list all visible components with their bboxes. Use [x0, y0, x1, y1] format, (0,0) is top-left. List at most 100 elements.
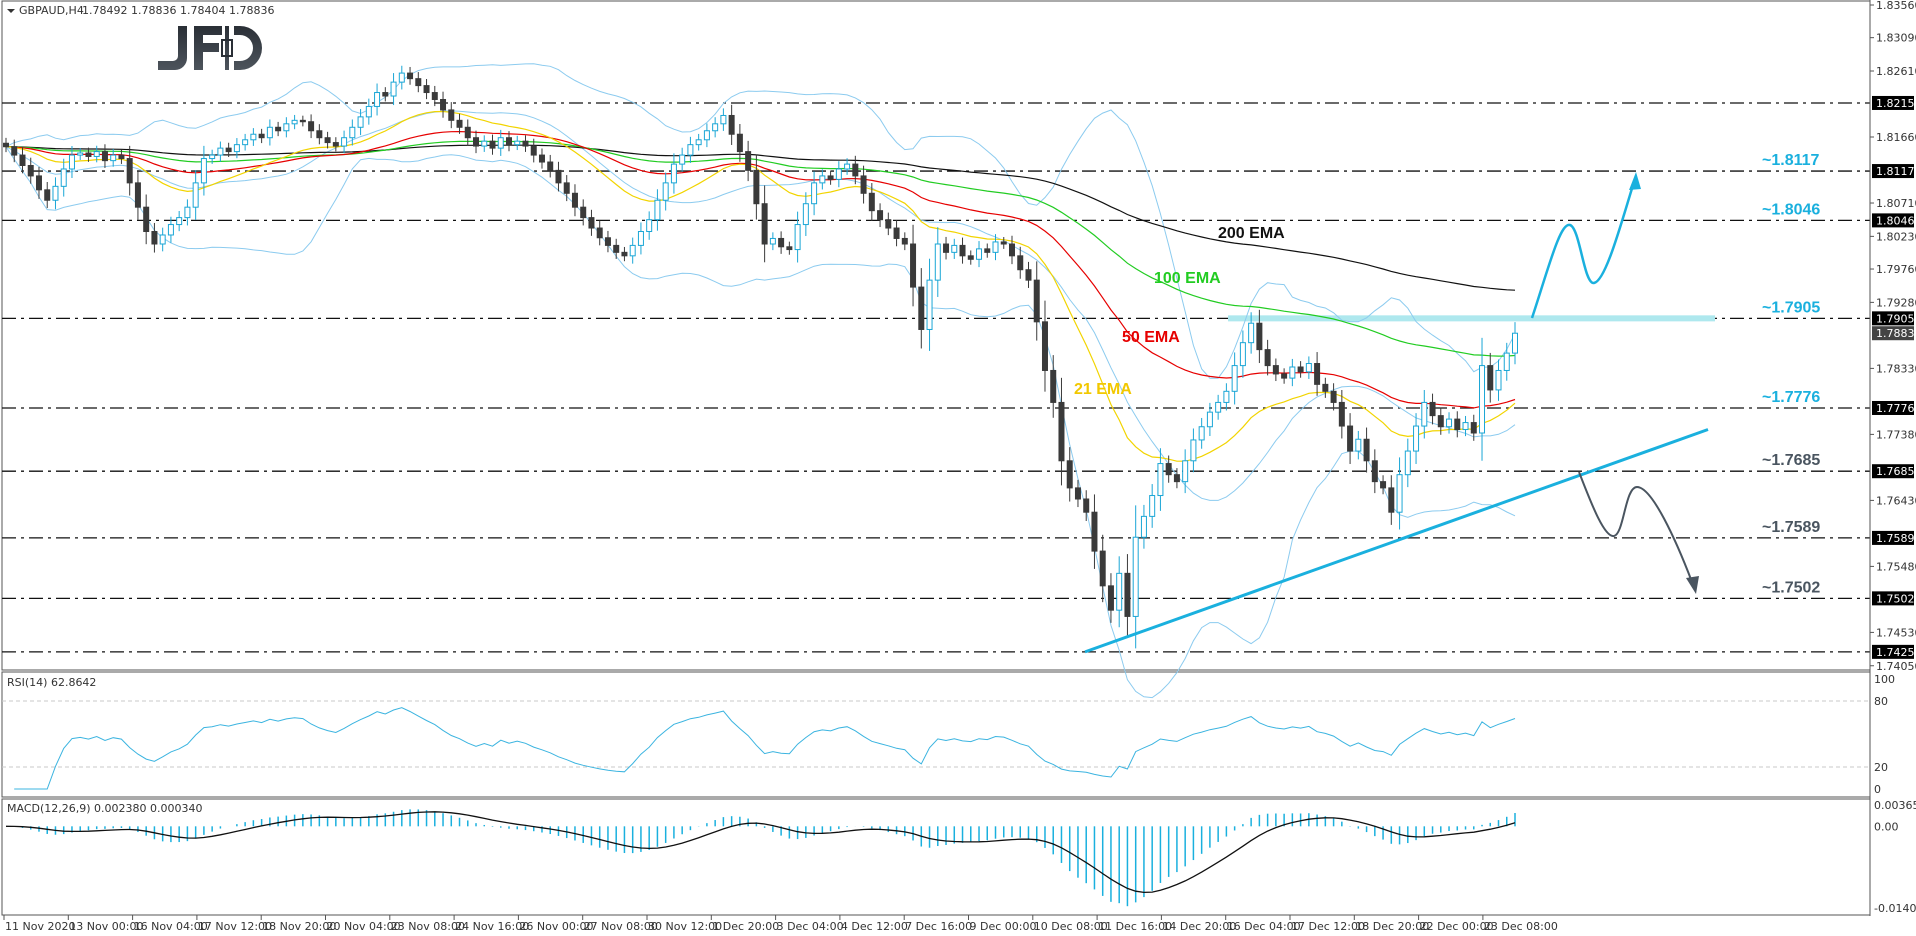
collapse-triangle-icon[interactable] — [7, 9, 15, 13]
bearish-candle — [1297, 361, 1304, 378]
bullish-candle — [167, 216, 174, 243]
candle-body — [522, 140, 529, 147]
candle-body — [110, 154, 117, 162]
macd-label: MACD(12,26,9) 0.002380 0.000340 — [7, 802, 203, 815]
candle-body — [324, 137, 331, 144]
bearish-candle — [382, 87, 389, 102]
candle-body — [992, 241, 999, 253]
level-price-label: 1.81170 — [1876, 165, 1916, 178]
candle-body — [1355, 438, 1362, 452]
bearish-candle — [456, 113, 463, 134]
candle-body — [11, 146, 18, 156]
candle-body — [1363, 438, 1370, 462]
horizontal-levels — [2, 102, 1870, 653]
level-price-box — [1872, 400, 1914, 415]
level-label: ~1.7589 — [1762, 519, 1820, 536]
candle-body — [225, 147, 232, 153]
candle-body — [852, 163, 859, 177]
candle-body — [786, 246, 793, 251]
bearish-candle — [126, 145, 133, 196]
candle-body — [662, 182, 669, 201]
ascending-trendline[interactable] — [1084, 428, 1709, 654]
ema21-line — [5, 110, 1516, 462]
candle-body — [514, 140, 521, 146]
bearish-candle — [761, 185, 768, 263]
candle-body — [159, 234, 166, 245]
bearish-candle — [1033, 261, 1040, 341]
candle-body — [1116, 572, 1123, 611]
bullish-candle — [1479, 337, 1486, 461]
candle-body — [654, 199, 661, 221]
candle-body — [555, 169, 562, 184]
candle-body — [77, 152, 84, 156]
bullish-candle — [1198, 417, 1205, 449]
candle-body — [266, 126, 273, 139]
bearish-candle — [1330, 383, 1337, 411]
candle-body — [1281, 373, 1288, 379]
bearish-candle — [580, 199, 587, 226]
bearish-candle — [1107, 573, 1114, 623]
bullish-candle — [77, 148, 84, 160]
level-label: ~1.7685 — [1762, 452, 1820, 469]
bearish-candle — [1000, 237, 1007, 249]
candle-body — [1231, 365, 1238, 392]
candle-body — [769, 237, 776, 245]
rsi-label: RSI(14) 62.8642 — [7, 676, 96, 689]
bullish-candle — [349, 119, 356, 146]
price-tick-label: 1.80230 — [1876, 230, 1916, 243]
macd-tick-label: 0.00 — [1874, 820, 1899, 833]
candle-body — [407, 72, 414, 80]
price-axis[interactable]: 1.82150 1.81170 1.80460 1.79050 1.77760 1.768… — [1869, 0, 1916, 916]
bearish-candle — [852, 155, 859, 185]
candle-body — [1190, 439, 1197, 462]
bearish-candle — [473, 130, 480, 154]
candle-body — [943, 243, 950, 253]
bullish-candle — [695, 133, 702, 151]
candle-body — [151, 231, 158, 245]
candle-body — [1413, 425, 1420, 452]
candle-body — [349, 126, 356, 139]
candle-body — [1338, 401, 1345, 427]
candle-body — [1289, 366, 1296, 379]
time-tick-label: 7 Dec 16:00 — [905, 920, 972, 933]
bearish-candle — [258, 128, 265, 144]
bearish-candle — [308, 114, 315, 139]
bearish-candle — [1165, 455, 1172, 483]
bullish-candle — [357, 109, 364, 136]
current-price-box — [1872, 326, 1914, 341]
candle-body — [1041, 321, 1048, 371]
bearish-candle — [1371, 449, 1378, 494]
bearish-candle — [35, 166, 42, 199]
level-price-box — [1872, 464, 1914, 479]
bullish-candle — [159, 227, 166, 252]
bearish-candle — [621, 246, 628, 262]
bullish-candle — [497, 129, 504, 156]
bullish-candle — [1206, 402, 1213, 437]
price-tick-label: 1.76430 — [1876, 494, 1916, 507]
bearish-candle — [967, 250, 974, 265]
candle-body — [1454, 418, 1461, 431]
macd-signal-line — [5, 811, 1516, 894]
bearish-candle — [555, 161, 562, 192]
bearish-candle — [27, 157, 34, 184]
candle-body — [250, 133, 257, 141]
bollinger-lower — [5, 146, 1516, 699]
candle-body — [679, 154, 686, 165]
candle-body — [967, 255, 974, 260]
bullish-candle — [769, 232, 776, 251]
price-tick-label: 1.79280 — [1876, 296, 1916, 309]
bullish-candle — [629, 237, 636, 264]
candle-body — [926, 279, 933, 330]
bearish-candle — [101, 144, 108, 168]
time-tick-label: 22 Dec 00:00 — [1420, 920, 1494, 933]
macd-panel-frame — [1, 798, 1871, 916]
arrow-up-head-icon — [1629, 172, 1641, 190]
ema21-label: 21 EMA — [1074, 381, 1132, 398]
time-tick-label: 17 Dec 12:00 — [1291, 920, 1365, 933]
bullish-candle — [670, 153, 677, 194]
candle-body — [1198, 426, 1205, 441]
candle-body — [720, 114, 727, 125]
candle-body — [1256, 322, 1263, 351]
